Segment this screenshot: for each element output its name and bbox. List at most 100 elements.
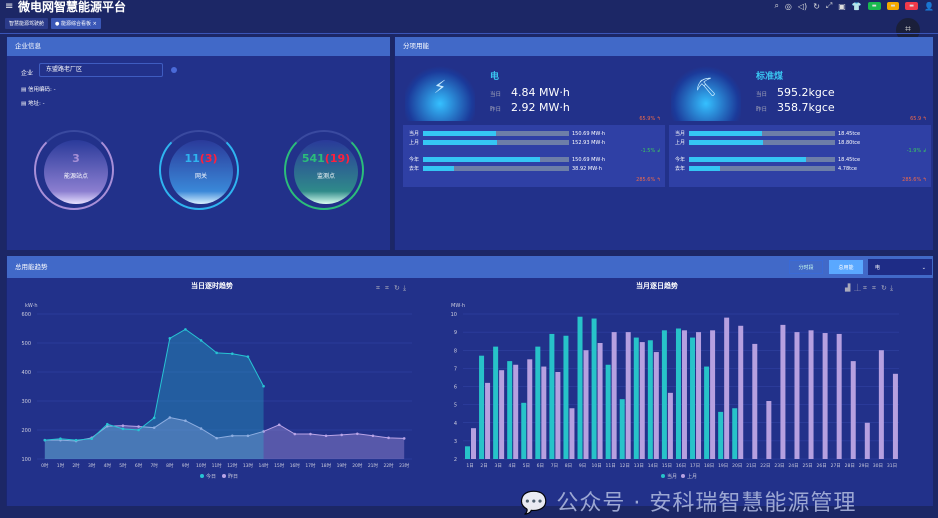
stat-offline: (3) — [199, 152, 218, 165]
search-icon[interactable]: ⌕ — [774, 1, 779, 10]
stat-energy-stations[interactable]: 3 能源站点 — [34, 130, 114, 210]
y-tick-label: 300 — [21, 399, 31, 405]
day-change: 65.9% ↰ — [639, 116, 661, 122]
stat-label: 网关 — [194, 173, 207, 180]
credit-value: - — [53, 87, 56, 93]
bar-fill — [689, 166, 720, 171]
tab-label: 能源综合看板 — [60, 21, 91, 27]
bar-this-month — [563, 335, 569, 459]
x-tick-label: 17日 — [690, 463, 700, 469]
x-tick-label: 24日 — [788, 463, 798, 469]
bar-this-month — [577, 316, 583, 459]
top-bar: ≡ 微电网智慧能源平台 ⌕ ◎ ◁) ↻ ⤢ ▣ 👕 ▬ ▬ ▬ 👤 — [0, 0, 938, 15]
x-tick-label: 6日 — [537, 463, 544, 469]
y-tick-label: 6 — [454, 385, 457, 391]
y-tick-label: 8 — [454, 348, 457, 354]
refresh-icon[interactable]: ↻ — [813, 1, 820, 11]
legend-marker — [222, 474, 226, 478]
x-tick-label: 22时 — [383, 462, 394, 469]
sound-icon[interactable]: ◁) — [797, 1, 808, 11]
notification-badge-yellow[interactable]: ▬ — [886, 2, 900, 10]
x-tick-label: 20日 — [732, 463, 742, 469]
year-change: 285.6% ↰ — [902, 177, 927, 183]
yesterday-label: 昨日 — [756, 107, 768, 113]
bar-row: 今年 150.69 MW·h — [409, 155, 659, 164]
bar-fill — [423, 131, 496, 136]
data-point — [356, 432, 359, 436]
x-tick-label: 10日 — [591, 463, 601, 469]
x-tick-label: 19时 — [337, 462, 348, 469]
line-type-icon: ⏊ — [854, 283, 861, 292]
energy-type-select[interactable]: 电 ⌄ — [868, 259, 932, 275]
bar-this-month — [704, 366, 710, 459]
x-tick-label: 13日 — [634, 463, 644, 469]
bar-this-month — [690, 337, 696, 459]
image-icon[interactable]: ▣ — [838, 1, 846, 11]
bar-value: 18.45tce — [838, 156, 861, 163]
y-tick-label: 600 — [21, 312, 31, 318]
data-point — [90, 437, 93, 440]
today-value: 595.2kgce — [777, 86, 835, 99]
data-point — [215, 351, 218, 355]
bar-value: 18.80tce — [838, 139, 861, 146]
y-tick-label: 3 — [454, 439, 457, 445]
x-tick-label: 2时 — [72, 462, 80, 469]
x-tick-label: 0时 — [41, 462, 49, 469]
watermark-text: 公众号 · 安科瑞智慧能源管理 — [556, 491, 857, 516]
x-tick-label: 27日 — [831, 463, 841, 469]
data-point — [137, 425, 140, 428]
data-point — [43, 438, 47, 442]
area-today — [44, 329, 264, 459]
address: ▤ 地址: - — [21, 99, 45, 107]
panel-header: 分项用能 — [395, 37, 933, 56]
bar-last-month — [597, 343, 603, 459]
data-point — [106, 422, 109, 426]
period-button[interactable]: 分时段 — [789, 260, 823, 274]
yesterday-label: 昨日 — [490, 107, 502, 113]
x-tick-label: 2日 — [480, 463, 487, 469]
x-tick-label: 18日 — [704, 463, 714, 469]
bar-label: 去年 — [675, 166, 686, 172]
data-point — [168, 416, 172, 419]
stat-value: 3 — [72, 152, 80, 165]
x-tick-label: 5日 — [523, 463, 530, 469]
divider — [0, 33, 938, 34]
bar-label: 今年 — [675, 157, 686, 163]
chart-title: 当日逐时趋势 — [191, 281, 233, 290]
restore-icon: ↻ — [881, 284, 887, 292]
x-tick-label: 31日 — [887, 463, 897, 469]
y-axis-unit: kW·h — [25, 303, 38, 309]
bar-fill — [689, 131, 762, 136]
notification-badge-red[interactable]: ▬ — [905, 2, 919, 10]
shirt-icon[interactable]: 👕 — [851, 1, 862, 11]
bar-last-month — [864, 422, 870, 459]
notification-badge-green[interactable]: ▬ — [867, 2, 881, 10]
user-icon[interactable]: 👤 — [924, 1, 934, 11]
total-button[interactable]: 总用能 — [829, 260, 863, 274]
bar-this-month — [479, 355, 485, 459]
data-point — [246, 355, 250, 358]
bar-last-month — [611, 332, 617, 459]
menu-icon[interactable]: ≡ — [5, 1, 14, 12]
company-select[interactable]: 东盟路老厂区 — [39, 63, 163, 77]
bar-last-month — [780, 324, 786, 459]
stat-monitor-points[interactable]: 541(19) 监测点 — [284, 130, 364, 210]
bar-label: 去年 — [409, 166, 420, 172]
hourly-trend-chart: 当日逐时趋势 kW·h 100 200 300 400 500 600 ⌗ ⌗ ↻ ⤓ 0时 1时 2时 3时… — [21, 281, 412, 480]
help-icon[interactable]: ◎ — [784, 1, 792, 11]
tab-bar: 智慧能源驾驶舱 ● 能源综合看板 × — [5, 18, 101, 29]
bar-label: 当月 — [675, 131, 686, 137]
x-tick-label: 4时 — [104, 462, 112, 469]
bar-last-month — [471, 428, 476, 459]
bar-label: 当月 — [409, 131, 420, 137]
tab-dashboard[interactable]: ● 能源综合看板 × — [51, 18, 101, 29]
tab-cockpit[interactable]: 智慧能源驾驶舱 — [5, 18, 49, 29]
download-icon: ⤓ — [403, 284, 406, 292]
watermark: 💬 公众号 · 安科瑞智慧能源管理 — [520, 493, 856, 515]
year-change: 285.6% ↰ — [636, 177, 661, 183]
fullscreen-icon[interactable]: ⤢ — [825, 1, 833, 10]
x-tick-label: 12日 — [620, 463, 630, 469]
data-point — [231, 352, 234, 356]
stat-gateways[interactable]: 11(3) 网关 — [159, 130, 239, 210]
